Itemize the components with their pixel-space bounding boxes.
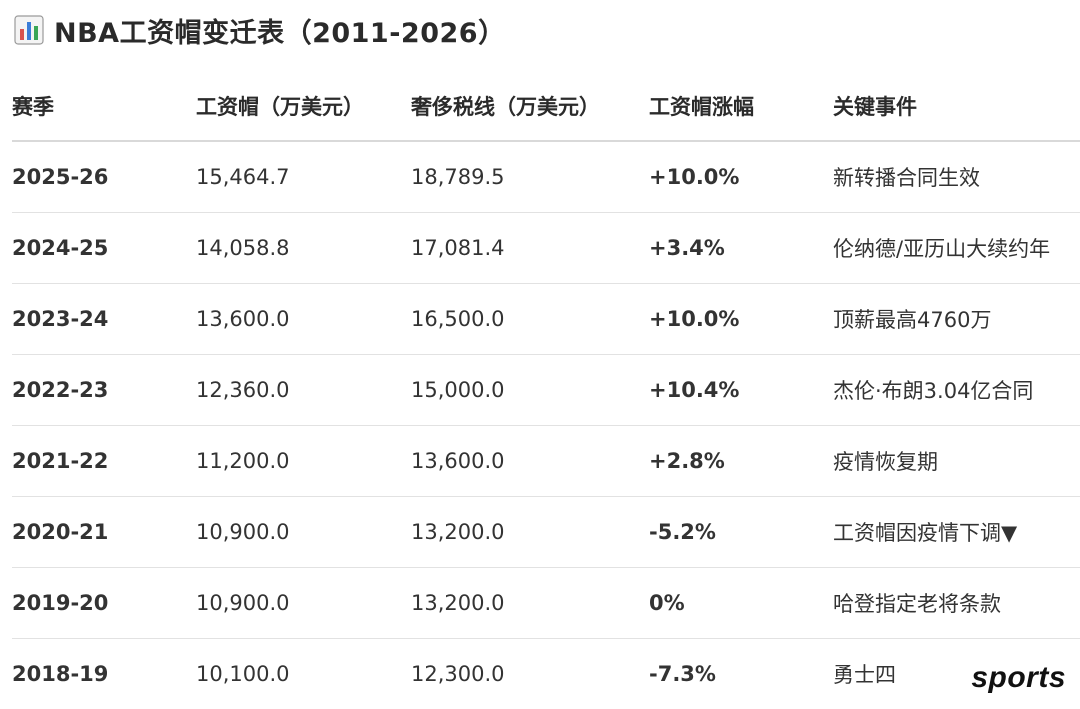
- cap-cell: 10,900.0: [196, 496, 411, 568]
- season-cell: 2018-19: [12, 662, 109, 686]
- cap-cell: 15,464.7: [196, 141, 411, 213]
- table-row: 2020-21 10,900.0 13,200.0 -5.2% 工资帽因疫情下调…: [12, 496, 1080, 568]
- table-header-row: 赛季 工资帽（万美元） 奢侈税线（万美元） 工资帽涨幅 关键事件: [12, 72, 1080, 142]
- header-growth: 工资帽涨幅: [649, 72, 833, 142]
- season-cell: 2023-24: [12, 283, 196, 355]
- page-title: NBA工资帽变迁表（2011-2026）: [54, 17, 506, 49]
- cap-cell: 10,100.0: [196, 662, 290, 686]
- season-cell: 2020-21: [12, 496, 196, 568]
- growth-cell: -5.2%: [649, 496, 833, 568]
- table-row: 2024-25 14,058.8 17,081.4 +3.4% 伦纳德/亚历山大…: [12, 212, 1080, 284]
- tax-cell: 17,081.4: [411, 212, 649, 284]
- season-cell: 2022-23: [12, 354, 196, 426]
- table-row: 2023-24 13,600.0 16,500.0 +10.0% 顶薪最高476…: [12, 283, 1080, 355]
- event-cell: 新转播合同生效: [833, 141, 1080, 213]
- event-cell: 勇士四: [833, 663, 896, 687]
- season-cell: 2019-20: [12, 567, 196, 639]
- cap-cell: 14,058.8: [196, 212, 411, 284]
- event-cell: 伦纳德/亚历山大续约年: [833, 212, 1080, 284]
- growth-cell: +10.0%: [649, 283, 833, 355]
- event-cell: 哈登指定老将条款: [833, 567, 1080, 639]
- season-cell: 2025-26: [12, 141, 196, 213]
- growth-cell: -7.3%: [649, 662, 716, 686]
- cap-cell: 12,360.0: [196, 354, 411, 426]
- cap-cell: 10,900.0: [196, 567, 411, 639]
- growth-cell: 0%: [649, 567, 833, 639]
- table-row: 2021-22 11,200.0 13,600.0 +2.8% 疫情恢复期: [12, 425, 1080, 497]
- event-cell: 工资帽因疫情下调▼: [833, 496, 1080, 568]
- season-cell: 2021-22: [12, 425, 196, 497]
- watermark: sports: [971, 661, 1066, 694]
- header-tax: 奢侈税线（万美元）: [411, 72, 649, 142]
- tax-cell: 13,600.0: [411, 425, 649, 497]
- tax-cell: 13,200.0: [411, 567, 649, 639]
- tax-cell: 12,300.0: [411, 662, 505, 686]
- cap-cell: 11,200.0: [196, 425, 411, 497]
- table-row: 2019-20 10,900.0 13,200.0 0% 哈登指定老将条款: [12, 567, 1080, 639]
- title-bar: NBA工资帽变迁表（2011-2026）: [14, 8, 506, 52]
- event-cell: 疫情恢复期: [833, 425, 1080, 497]
- tax-cell: 16,500.0: [411, 283, 649, 355]
- salary-cap-table: 赛季 工资帽（万美元） 奢侈税线（万美元） 工资帽涨幅 关键事件 2025-26…: [12, 72, 1080, 709]
- header-season: 赛季: [12, 72, 196, 142]
- tax-cell: 13,200.0: [411, 496, 649, 568]
- header-cap: 工资帽（万美元）: [196, 72, 411, 142]
- watermark-backdrop: [920, 653, 1070, 699]
- bar-chart-icon: [14, 15, 44, 45]
- growth-cell: +3.4%: [649, 212, 833, 284]
- tax-cell: 15,000.0: [411, 354, 649, 426]
- table-row: 2018-19 10,100.0 12,300.0 -7.3% 勇士四: [12, 639, 1080, 709]
- season-cell: 2024-25: [12, 212, 196, 284]
- cap-cell: 13,600.0: [196, 283, 411, 355]
- event-cell: 杰伦·布朗3.04亿合同: [833, 354, 1080, 426]
- header-event: 关键事件: [833, 72, 1080, 142]
- growth-cell: +10.4%: [649, 354, 833, 426]
- event-cell: 顶薪最高4760万: [833, 283, 1080, 355]
- table-row: 2022-23 12,360.0 15,000.0 +10.4% 杰伦·布朗3.…: [12, 354, 1080, 426]
- table-row: 2025-26 15,464.7 18,789.5 +10.0% 新转播合同生效: [12, 141, 1080, 213]
- growth-cell: +10.0%: [649, 141, 833, 213]
- tax-cell: 18,789.5: [411, 141, 649, 213]
- growth-cell: +2.8%: [649, 425, 833, 497]
